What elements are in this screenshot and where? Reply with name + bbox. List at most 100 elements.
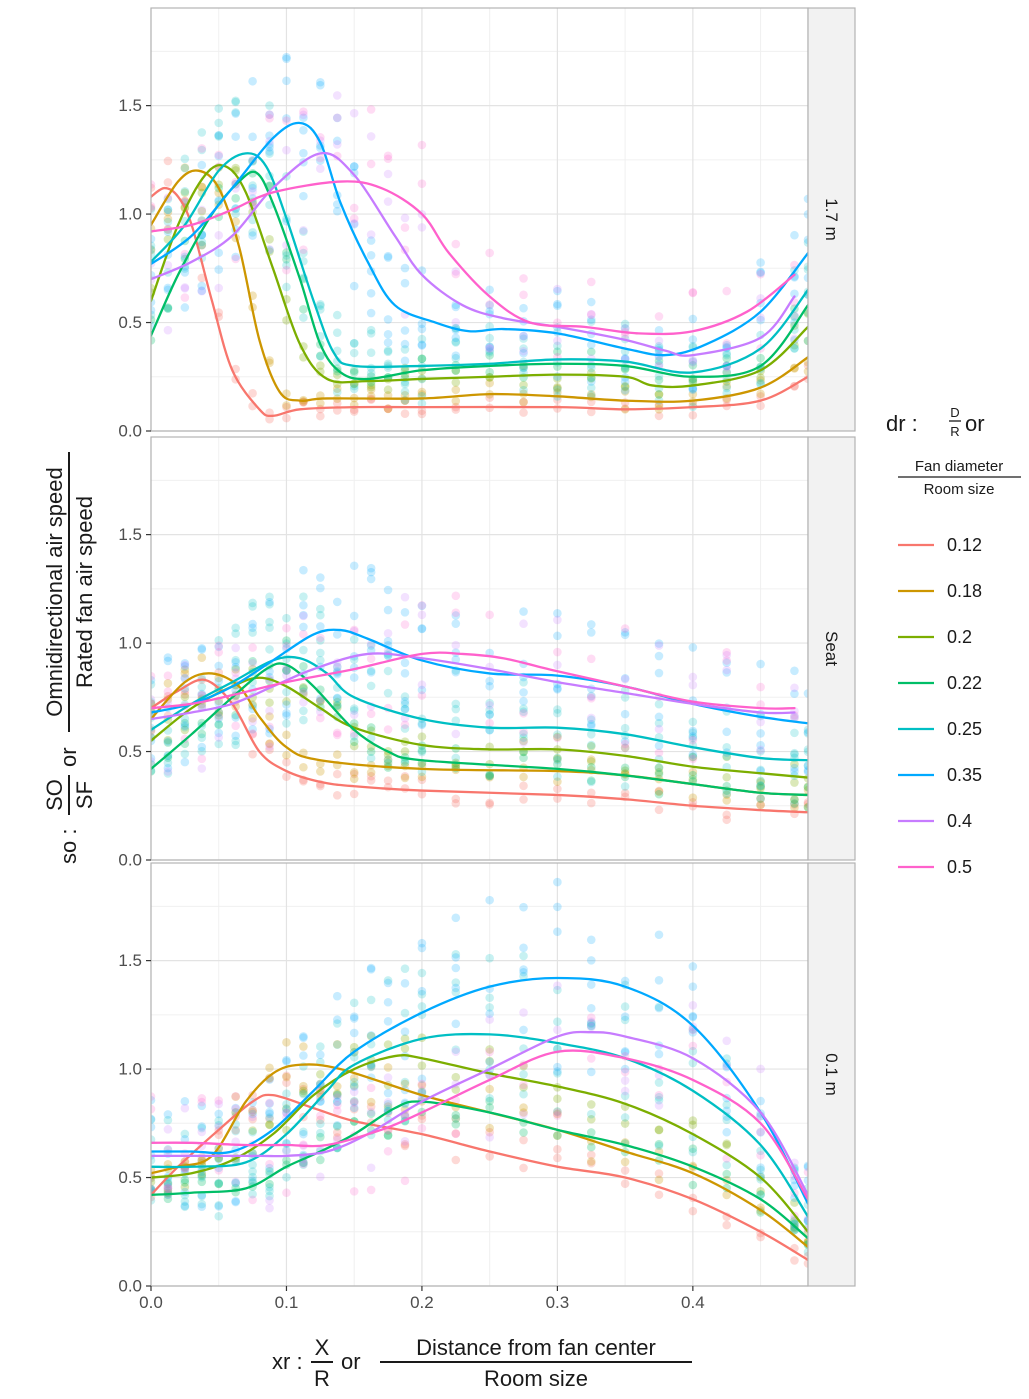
data-point [400, 387, 410, 396]
data-point [349, 1012, 359, 1021]
data-point [586, 1142, 596, 1152]
legend-label: 0.35 [947, 765, 982, 785]
data-point [316, 655, 325, 665]
data-point [332, 1040, 342, 1049]
data-point [366, 723, 376, 732]
data-point [790, 800, 799, 809]
data-point [180, 303, 190, 312]
data-point [163, 1181, 173, 1191]
data-point [451, 619, 461, 628]
data-point [586, 1067, 596, 1077]
data-point [151, 695, 156, 704]
data-point [553, 777, 562, 786]
data-point [231, 731, 240, 741]
data-point [316, 1119, 325, 1129]
data-point [366, 747, 376, 757]
data-point [332, 113, 342, 123]
data-point [265, 1107, 274, 1117]
data-point [366, 288, 376, 298]
data-point [790, 334, 799, 344]
y-tick-label: 0.0 [118, 422, 142, 441]
data-point [214, 265, 224, 274]
data-point [654, 641, 664, 650]
data-point [451, 338, 461, 347]
series-line-0.25 [151, 655, 808, 762]
data-point [451, 950, 461, 959]
data-point [180, 154, 190, 164]
data-point [688, 1001, 698, 1010]
data-point [688, 767, 698, 777]
data-point [316, 622, 325, 631]
data-point [282, 666, 291, 675]
data-point [553, 684, 562, 693]
data-point [332, 398, 342, 408]
y-tick-label: 1.0 [118, 634, 142, 653]
data-point [332, 367, 342, 376]
data-point [248, 643, 257, 652]
data-point [756, 800, 765, 810]
data-point [197, 1171, 207, 1181]
data-point [803, 785, 808, 795]
data-point [299, 1160, 308, 1169]
data-point [151, 1155, 156, 1165]
data-point [248, 1127, 257, 1137]
data-point [688, 410, 698, 420]
data-point [803, 765, 808, 775]
data-point [383, 1102, 393, 1111]
data-point [349, 741, 359, 751]
data-point [163, 758, 173, 768]
series-line-0.5 [151, 651, 796, 710]
data-point [553, 1107, 562, 1116]
data-point [688, 314, 698, 324]
data-point [151, 757, 156, 766]
data-point [654, 787, 664, 796]
data-point [586, 757, 596, 766]
data-point [265, 1113, 274, 1122]
data-point [620, 782, 630, 791]
legend-item: 0.25 [898, 719, 982, 739]
data-point [451, 318, 461, 327]
data-point [332, 769, 342, 779]
data-point [349, 704, 359, 713]
data-point [197, 286, 207, 296]
data-point [620, 630, 630, 640]
data-point [214, 283, 224, 293]
data-point [231, 1091, 240, 1101]
data-point [316, 767, 325, 776]
data-point [688, 288, 698, 297]
data-point [197, 281, 207, 291]
data-point [722, 1169, 732, 1179]
data-point [688, 775, 698, 784]
data-point [722, 349, 732, 358]
data-point [282, 711, 291, 720]
y-label-prefix: so : [56, 829, 81, 864]
data-point [756, 682, 765, 692]
data-point [586, 374, 596, 383]
data-point [248, 388, 257, 398]
data-point [553, 660, 562, 670]
data-point [197, 764, 207, 773]
panel-background [151, 437, 808, 860]
data-point [366, 105, 376, 114]
data-point [620, 1067, 630, 1077]
data-point [756, 659, 765, 669]
data-point [654, 786, 664, 796]
data-point [151, 697, 156, 707]
data-point [180, 1197, 190, 1206]
data-point [349, 168, 359, 178]
data-point [197, 128, 207, 137]
data-point [265, 1098, 274, 1108]
data-point [803, 194, 808, 204]
data-point [586, 277, 596, 287]
data-point [451, 1120, 461, 1129]
data-point [756, 313, 765, 322]
data-point [366, 230, 376, 239]
data-point [265, 706, 274, 716]
data-point [383, 997, 393, 1007]
data-point [151, 1095, 156, 1105]
data-point [265, 101, 274, 110]
data-point [316, 648, 325, 658]
data-point [553, 981, 562, 990]
data-point [299, 1042, 308, 1051]
data-point [417, 387, 427, 397]
